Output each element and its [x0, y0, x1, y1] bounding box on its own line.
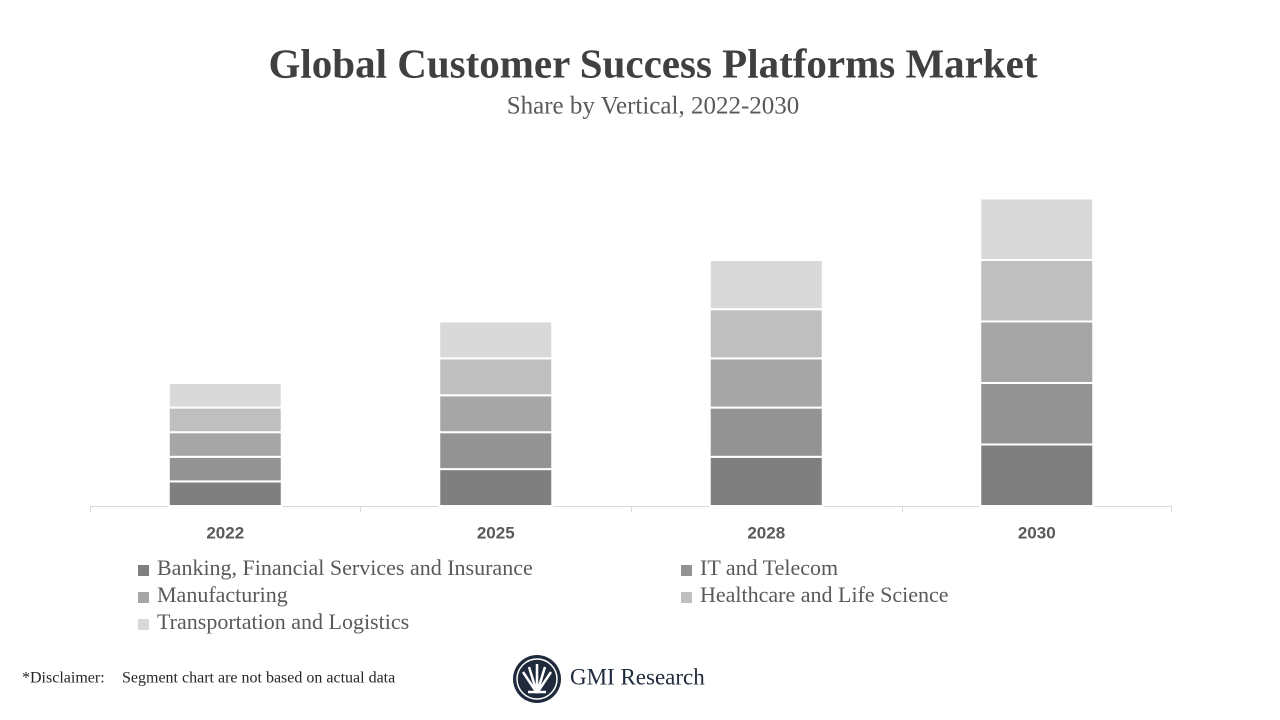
disclaimer-text: Segment chart are not based on actual da… [122, 670, 395, 687]
legend-label: Transportation and Logistics [157, 609, 409, 634]
bar-segment [167, 455, 283, 483]
bar-segment [167, 406, 283, 434]
bar-segment [979, 259, 1095, 323]
bar-segment [708, 455, 824, 507]
legend-swatch [138, 592, 149, 603]
legend-label: IT and Telecom [700, 555, 838, 580]
x-tick-label: 2030 [1018, 523, 1056, 542]
legend-label: Healthcare and Life Science [700, 582, 949, 607]
bar-segment [979, 197, 1095, 261]
x-tick-label: 2028 [747, 523, 785, 542]
bar-segment [438, 468, 554, 508]
bar-segment [708, 259, 824, 311]
legend-swatch [681, 592, 692, 603]
bar-segment [438, 431, 554, 471]
legend-swatch [681, 565, 692, 576]
legend-label: Banking, Financial Services and Insuranc… [157, 555, 533, 580]
bar-segment [167, 480, 283, 507]
brand-name: GMI Research [570, 664, 705, 689]
bar-segment [167, 431, 283, 458]
bar-segment [438, 357, 554, 397]
bar-segment [708, 308, 824, 360]
legend-swatch [138, 565, 149, 576]
bar-segment [979, 320, 1095, 384]
x-tick-label: 2025 [477, 523, 515, 542]
x-tick-label: 2022 [206, 523, 244, 542]
bar-segment [167, 382, 283, 409]
x-axis-ticks [90, 506, 1172, 512]
brand-logo [513, 655, 561, 703]
disclaimer-label: *Disclaimer: [22, 670, 105, 687]
legend-label: Manufacturing [157, 582, 288, 607]
chart-title: Global Customer Success Platforms Market [268, 40, 1037, 86]
bar-segment [708, 357, 824, 409]
bar-segment [979, 382, 1095, 446]
bar-segment [979, 443, 1095, 507]
chart-subtitle: Share by Vertical, 2022-2030 [507, 93, 800, 120]
bar-segment [708, 406, 824, 458]
bar-segment [438, 320, 554, 360]
legend-swatch [138, 619, 149, 630]
bar-segment [438, 394, 554, 434]
